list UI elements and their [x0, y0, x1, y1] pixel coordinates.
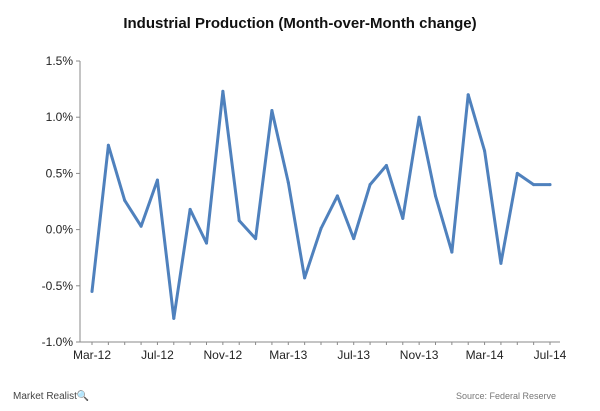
y-tick-label: -0.5% — [42, 279, 74, 293]
data-point — [303, 276, 307, 280]
y-tick-label: 1.5% — [46, 54, 74, 68]
data-point — [270, 108, 274, 112]
data-point — [319, 226, 323, 230]
chart-title: Industrial Production (Month-over-Month … — [123, 15, 476, 32]
x-axis-ticks: Mar-12 Jul-12 Nov-12 Mar-13 Jul-13 Nov-13 Mar-… — [73, 342, 567, 362]
axes — [79, 61, 560, 343]
data-point — [368, 183, 372, 187]
data-point — [205, 241, 208, 245]
x-tick-label: Mar-12 — [73, 348, 111, 362]
brand-logo: Market Realist🔍 — [13, 391, 89, 402]
x-tick-label: Nov-13 — [400, 348, 439, 362]
x-tick-label: Jul-14 — [534, 348, 567, 362]
data-point — [221, 89, 225, 93]
data-point — [123, 198, 127, 202]
data-point — [172, 316, 176, 320]
x-tick-label: Nov-12 — [204, 348, 243, 362]
y-tick-label: 1.0% — [46, 110, 74, 124]
data-point — [188, 207, 192, 211]
data-point — [335, 194, 339, 198]
data-point — [237, 219, 241, 223]
data-point — [434, 194, 437, 198]
data-point — [532, 183, 536, 187]
data-point — [548, 183, 552, 187]
x-tick-label: Mar-13 — [269, 348, 307, 362]
series-line-0 — [90, 89, 552, 320]
data-point — [384, 164, 388, 168]
data-point — [155, 178, 159, 182]
data-point — [499, 261, 503, 265]
data-point — [139, 224, 143, 228]
source-note: Source: Federal Reserve — [456, 391, 557, 401]
data-point — [483, 149, 487, 153]
x-tick-label: Jul-12 — [141, 348, 174, 362]
data-point — [417, 115, 421, 119]
data-point — [254, 237, 258, 241]
brand-name: Market Realist — [13, 391, 77, 402]
data-point — [401, 216, 405, 220]
series-group — [90, 89, 552, 320]
x-tick-label: Mar-14 — [466, 348, 504, 362]
data-point — [90, 289, 94, 293]
magnifier-icon: 🔍 — [76, 391, 90, 402]
y-tick-label: 0.5% — [46, 166, 74, 180]
data-point — [466, 93, 470, 97]
data-point — [450, 250, 454, 254]
x-tick-label: Jul-13 — [337, 348, 370, 362]
y-tick-label: 0.0% — [46, 223, 74, 237]
data-point — [515, 171, 519, 175]
data-point — [286, 180, 290, 184]
y-tick-label: -1.0% — [42, 335, 74, 349]
data-point — [106, 143, 110, 147]
y-axis-ticks: 1.5% 1.0% 0.5% 0.0% -0.5% -1.0% — [42, 54, 80, 349]
data-point — [352, 237, 356, 241]
